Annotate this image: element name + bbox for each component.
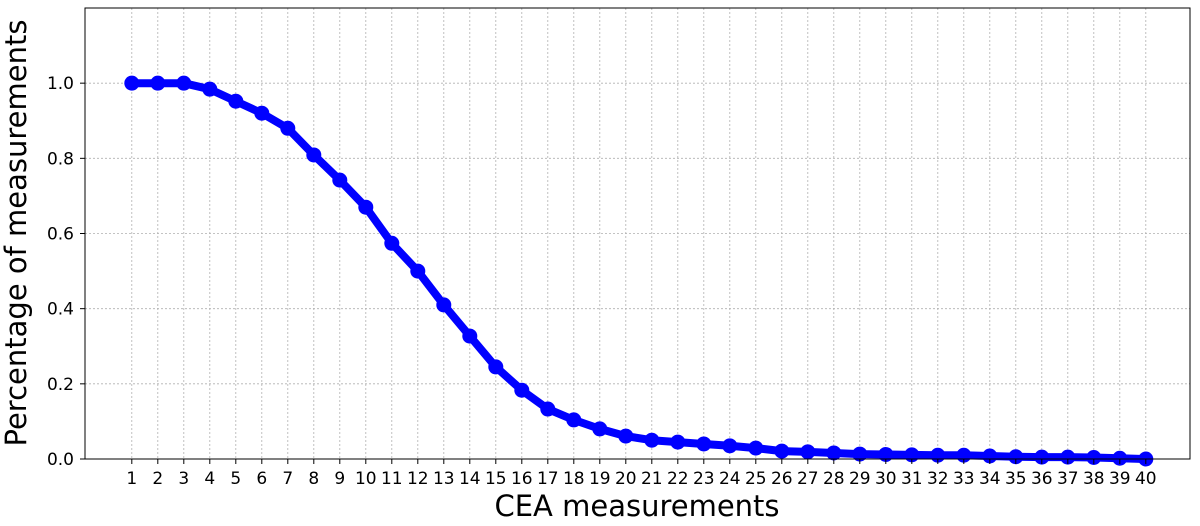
y-tick-label: 0.0 xyxy=(47,450,74,470)
x-tick-label: 3 xyxy=(178,469,189,489)
x-tick-label: 40 xyxy=(1135,469,1157,489)
data-point xyxy=(748,440,764,456)
axis-ticks: 1 2 3 4 5 6 7 8 9 10 11 12 13 14 15 16 17 18 19 20 21 22 23 24 2… xyxy=(47,74,1157,489)
data-point xyxy=(852,446,868,462)
y-tick-label: 0.8 xyxy=(47,149,74,169)
data-point xyxy=(1034,449,1050,465)
x-tick-label: 9 xyxy=(334,469,345,489)
data-point xyxy=(566,412,582,428)
x-tick-label: 33 xyxy=(953,469,975,489)
grid xyxy=(85,8,1190,460)
data-point xyxy=(384,235,400,251)
x-tick-label: 31 xyxy=(901,469,923,489)
x-tick-label: 35 xyxy=(1005,469,1027,489)
data-point xyxy=(644,432,660,448)
data-point xyxy=(124,75,140,91)
x-tick-label: 37 xyxy=(1057,469,1079,489)
x-axis-label: CEA measurements xyxy=(494,489,779,522)
data-point xyxy=(826,445,842,461)
data-point xyxy=(774,443,790,459)
x-tick-label: 26 xyxy=(771,469,793,489)
x-tick-label: 25 xyxy=(745,469,767,489)
data-point xyxy=(696,436,712,452)
x-tick-label: 21 xyxy=(641,469,663,489)
data-point xyxy=(436,297,452,313)
data-point xyxy=(358,199,374,215)
data-point xyxy=(592,421,608,437)
data-point xyxy=(254,105,270,121)
x-tick-label: 27 xyxy=(797,469,819,489)
x-tick-label: 1 xyxy=(126,469,137,489)
x-tick-label: 39 xyxy=(1109,469,1131,489)
x-tick-label: 29 xyxy=(849,469,871,489)
data-point xyxy=(176,75,192,91)
x-tick-label: 24 xyxy=(719,469,741,489)
data-point xyxy=(462,328,478,344)
x-tick-label: 11 xyxy=(381,469,403,489)
x-tick-label: 23 xyxy=(693,469,715,489)
x-tick-label: 13 xyxy=(433,469,455,489)
data-point xyxy=(514,382,530,398)
x-tick-label: 28 xyxy=(823,469,845,489)
x-tick-label: 10 xyxy=(355,469,377,489)
x-tick-label: 18 xyxy=(563,469,585,489)
data-point xyxy=(670,434,686,450)
data-point xyxy=(1060,449,1076,465)
y-tick-label: 0.6 xyxy=(47,225,74,245)
data-point xyxy=(878,446,894,462)
data-point xyxy=(618,428,634,444)
data-point xyxy=(280,120,296,136)
data-point xyxy=(1112,450,1128,466)
data-line xyxy=(131,79,1146,463)
data-point xyxy=(202,81,218,97)
y-tick-label: 0.4 xyxy=(47,300,74,320)
x-tick-label: 4 xyxy=(204,469,215,489)
x-tick-label: 30 xyxy=(875,469,897,489)
y-axis-label: Percentage of measurements xyxy=(0,20,33,447)
data-point xyxy=(1008,449,1024,465)
data-point xyxy=(540,401,556,417)
data-point xyxy=(332,172,348,188)
data-point xyxy=(982,448,998,464)
x-tick-label: 7 xyxy=(282,469,293,489)
x-tick-label: 12 xyxy=(407,469,429,489)
x-tick-label: 6 xyxy=(256,469,267,489)
x-tick-label: 34 xyxy=(979,469,1001,489)
y-tick-label: 1.0 xyxy=(47,74,74,94)
x-tick-label: 20 xyxy=(615,469,637,489)
series-line xyxy=(124,75,1154,467)
data-point xyxy=(410,263,426,279)
x-tick-label: 8 xyxy=(308,469,319,489)
data-point xyxy=(488,359,504,375)
data-point xyxy=(306,147,322,163)
x-tick-label: 19 xyxy=(589,469,611,489)
x-tick-label: 5 xyxy=(230,469,241,489)
data-point xyxy=(228,93,244,109)
x-tick-label: 36 xyxy=(1031,469,1053,489)
x-tick-label: 2 xyxy=(152,469,163,489)
x-tick-label: 16 xyxy=(511,469,533,489)
x-tick-label: 32 xyxy=(927,469,949,489)
x-tick-label: 17 xyxy=(537,469,559,489)
data-point xyxy=(1086,449,1102,465)
x-tick-label: 22 xyxy=(667,469,689,489)
data-point xyxy=(800,444,816,460)
y-tick-label: 0.2 xyxy=(47,375,74,395)
data-point xyxy=(722,438,738,454)
x-tick-label: 38 xyxy=(1083,469,1105,489)
x-tick-label: 15 xyxy=(485,469,507,489)
data-point xyxy=(150,75,166,91)
x-tick-label: 14 xyxy=(459,469,481,489)
